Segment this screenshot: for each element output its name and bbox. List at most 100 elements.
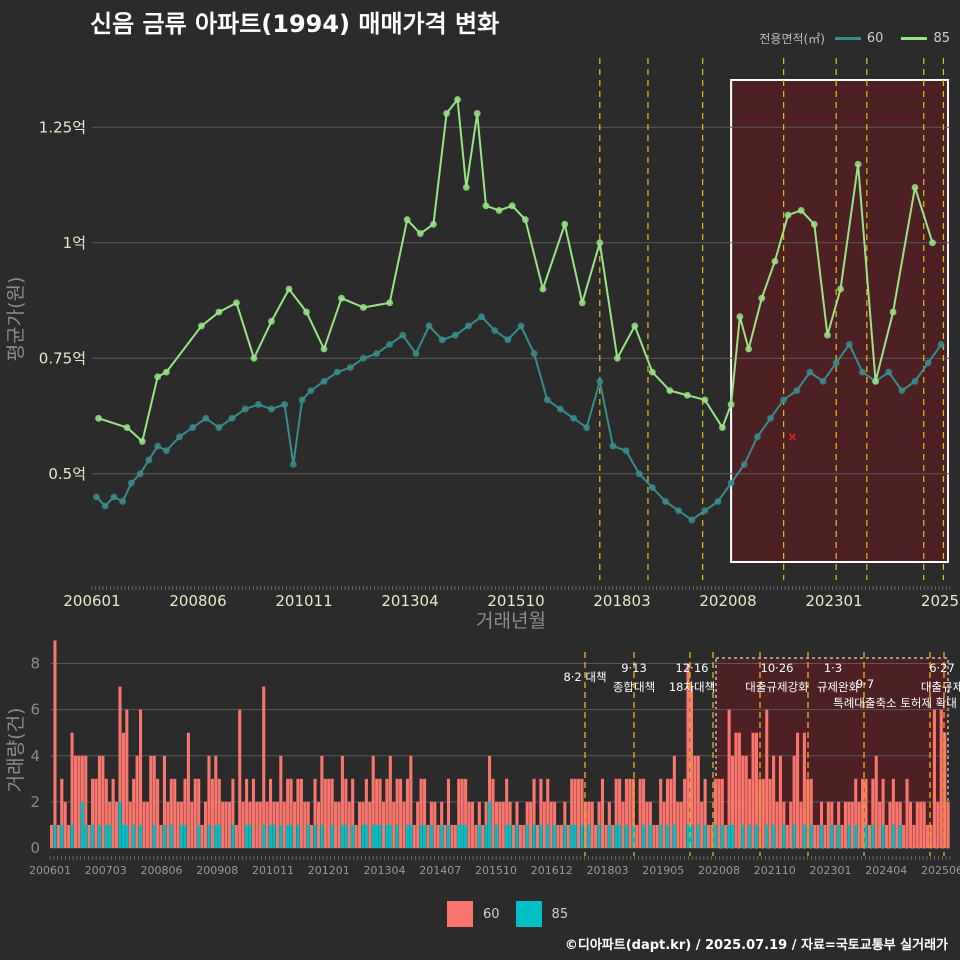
bar-85 (429, 824, 433, 848)
bar-60 (665, 778, 670, 848)
bar-85 (665, 824, 670, 848)
bar-60 (902, 824, 906, 848)
bar-85 (217, 824, 221, 848)
bar-85 (364, 824, 368, 848)
bar-60 (450, 824, 454, 848)
bar-60 (624, 778, 628, 848)
point-60 (333, 368, 341, 376)
point-60 (373, 350, 380, 358)
bar-60 (316, 801, 320, 848)
bar-85 (573, 824, 577, 848)
bar-60 (399, 778, 403, 848)
y-axis-title: 평균가(원) (5, 277, 27, 362)
bar-60 (936, 801, 940, 848)
bar-legend-label-60: 60 (483, 906, 500, 922)
bar-85 (587, 824, 591, 848)
bar-85 (162, 824, 167, 848)
point-60 (386, 341, 394, 348)
bar-85 (748, 824, 752, 848)
bar-60 (481, 824, 485, 848)
y-tick-label: 1억 (63, 234, 86, 252)
bar-60 (344, 778, 348, 848)
point-85 (911, 183, 919, 191)
annotation-label: 12·16 (676, 661, 709, 675)
point-85 (95, 414, 102, 422)
annotation-sub: 대출규제 (921, 680, 960, 694)
legend-swatch-60 (834, 37, 861, 40)
x-axis-title: 거래년월 (476, 610, 546, 632)
bar-85 (53, 824, 57, 848)
annotation-label: 8·2 대책 (563, 670, 606, 684)
bar-85 (409, 824, 413, 848)
bar-60 (419, 778, 423, 848)
point-60 (583, 424, 591, 431)
point-60 (937, 341, 945, 348)
bar-85 (446, 824, 451, 848)
bar-60 (197, 778, 201, 848)
bar-60 (231, 778, 235, 848)
bar-85 (269, 824, 273, 848)
bar-85 (207, 824, 211, 848)
bar-60 (642, 778, 646, 848)
bar-85 (508, 824, 512, 848)
point-60 (635, 470, 643, 478)
point-85 (872, 377, 879, 385)
bar-60 (392, 801, 396, 848)
bar-60 (371, 755, 375, 848)
bar-85 (741, 824, 745, 848)
bar-60 (511, 824, 516, 848)
bar-85 (696, 824, 700, 848)
bar-60 (628, 778, 632, 848)
bar-85 (563, 824, 567, 848)
bar-60 (279, 755, 283, 848)
point-85 (163, 368, 170, 376)
bar-60 (265, 801, 269, 848)
bar-60 (895, 801, 899, 848)
point-85 (929, 239, 936, 247)
bar-60 (775, 801, 779, 848)
bar-60 (84, 755, 88, 848)
bar-60 (765, 709, 769, 848)
bar-60 (159, 824, 163, 848)
x-tick-label: 201201 (308, 864, 350, 877)
bar-60 (614, 778, 618, 848)
point-60 (517, 322, 525, 330)
bar-60 (364, 778, 368, 848)
bar-60 (874, 755, 878, 848)
bar-60 (245, 778, 249, 848)
bar-60 (908, 801, 913, 848)
footer-credit: ©디아파트(dapt.kr) / 2025.07.19 / 자료=국토교통부 실… (564, 938, 948, 953)
x-tick-label: 200601 (29, 864, 71, 877)
bar-60 (111, 778, 115, 848)
point-85 (250, 354, 258, 362)
bar-60 (313, 778, 317, 848)
x-tick-label: 201803 (587, 864, 629, 877)
bar-85 (703, 824, 707, 848)
y-tick-label: 4 (30, 747, 40, 765)
bar-60 (470, 801, 474, 848)
bar-85 (782, 824, 786, 848)
bar-85 (720, 824, 724, 848)
bar-85 (84, 824, 88, 848)
bar-85 (289, 824, 293, 848)
point-60 (281, 401, 289, 408)
bar-85 (320, 824, 324, 848)
bar-60 (467, 801, 471, 848)
point-60 (845, 341, 853, 348)
bar-60 (884, 824, 889, 848)
bar-legend-swatch-60 (447, 901, 473, 927)
point-85 (824, 331, 831, 339)
bar-60 (573, 778, 577, 848)
bar-60 (207, 755, 211, 848)
x-tick-label: 200601 (63, 592, 120, 610)
bar-60 (707, 824, 711, 848)
bar-60 (535, 824, 540, 848)
bar-85 (296, 824, 300, 848)
bar-85 (231, 824, 235, 848)
point-85 (198, 322, 205, 330)
point-85 (810, 220, 818, 228)
marker-x (788, 433, 796, 441)
bar-60 (621, 801, 625, 848)
point-85 (403, 216, 411, 224)
bar-85 (286, 824, 290, 848)
